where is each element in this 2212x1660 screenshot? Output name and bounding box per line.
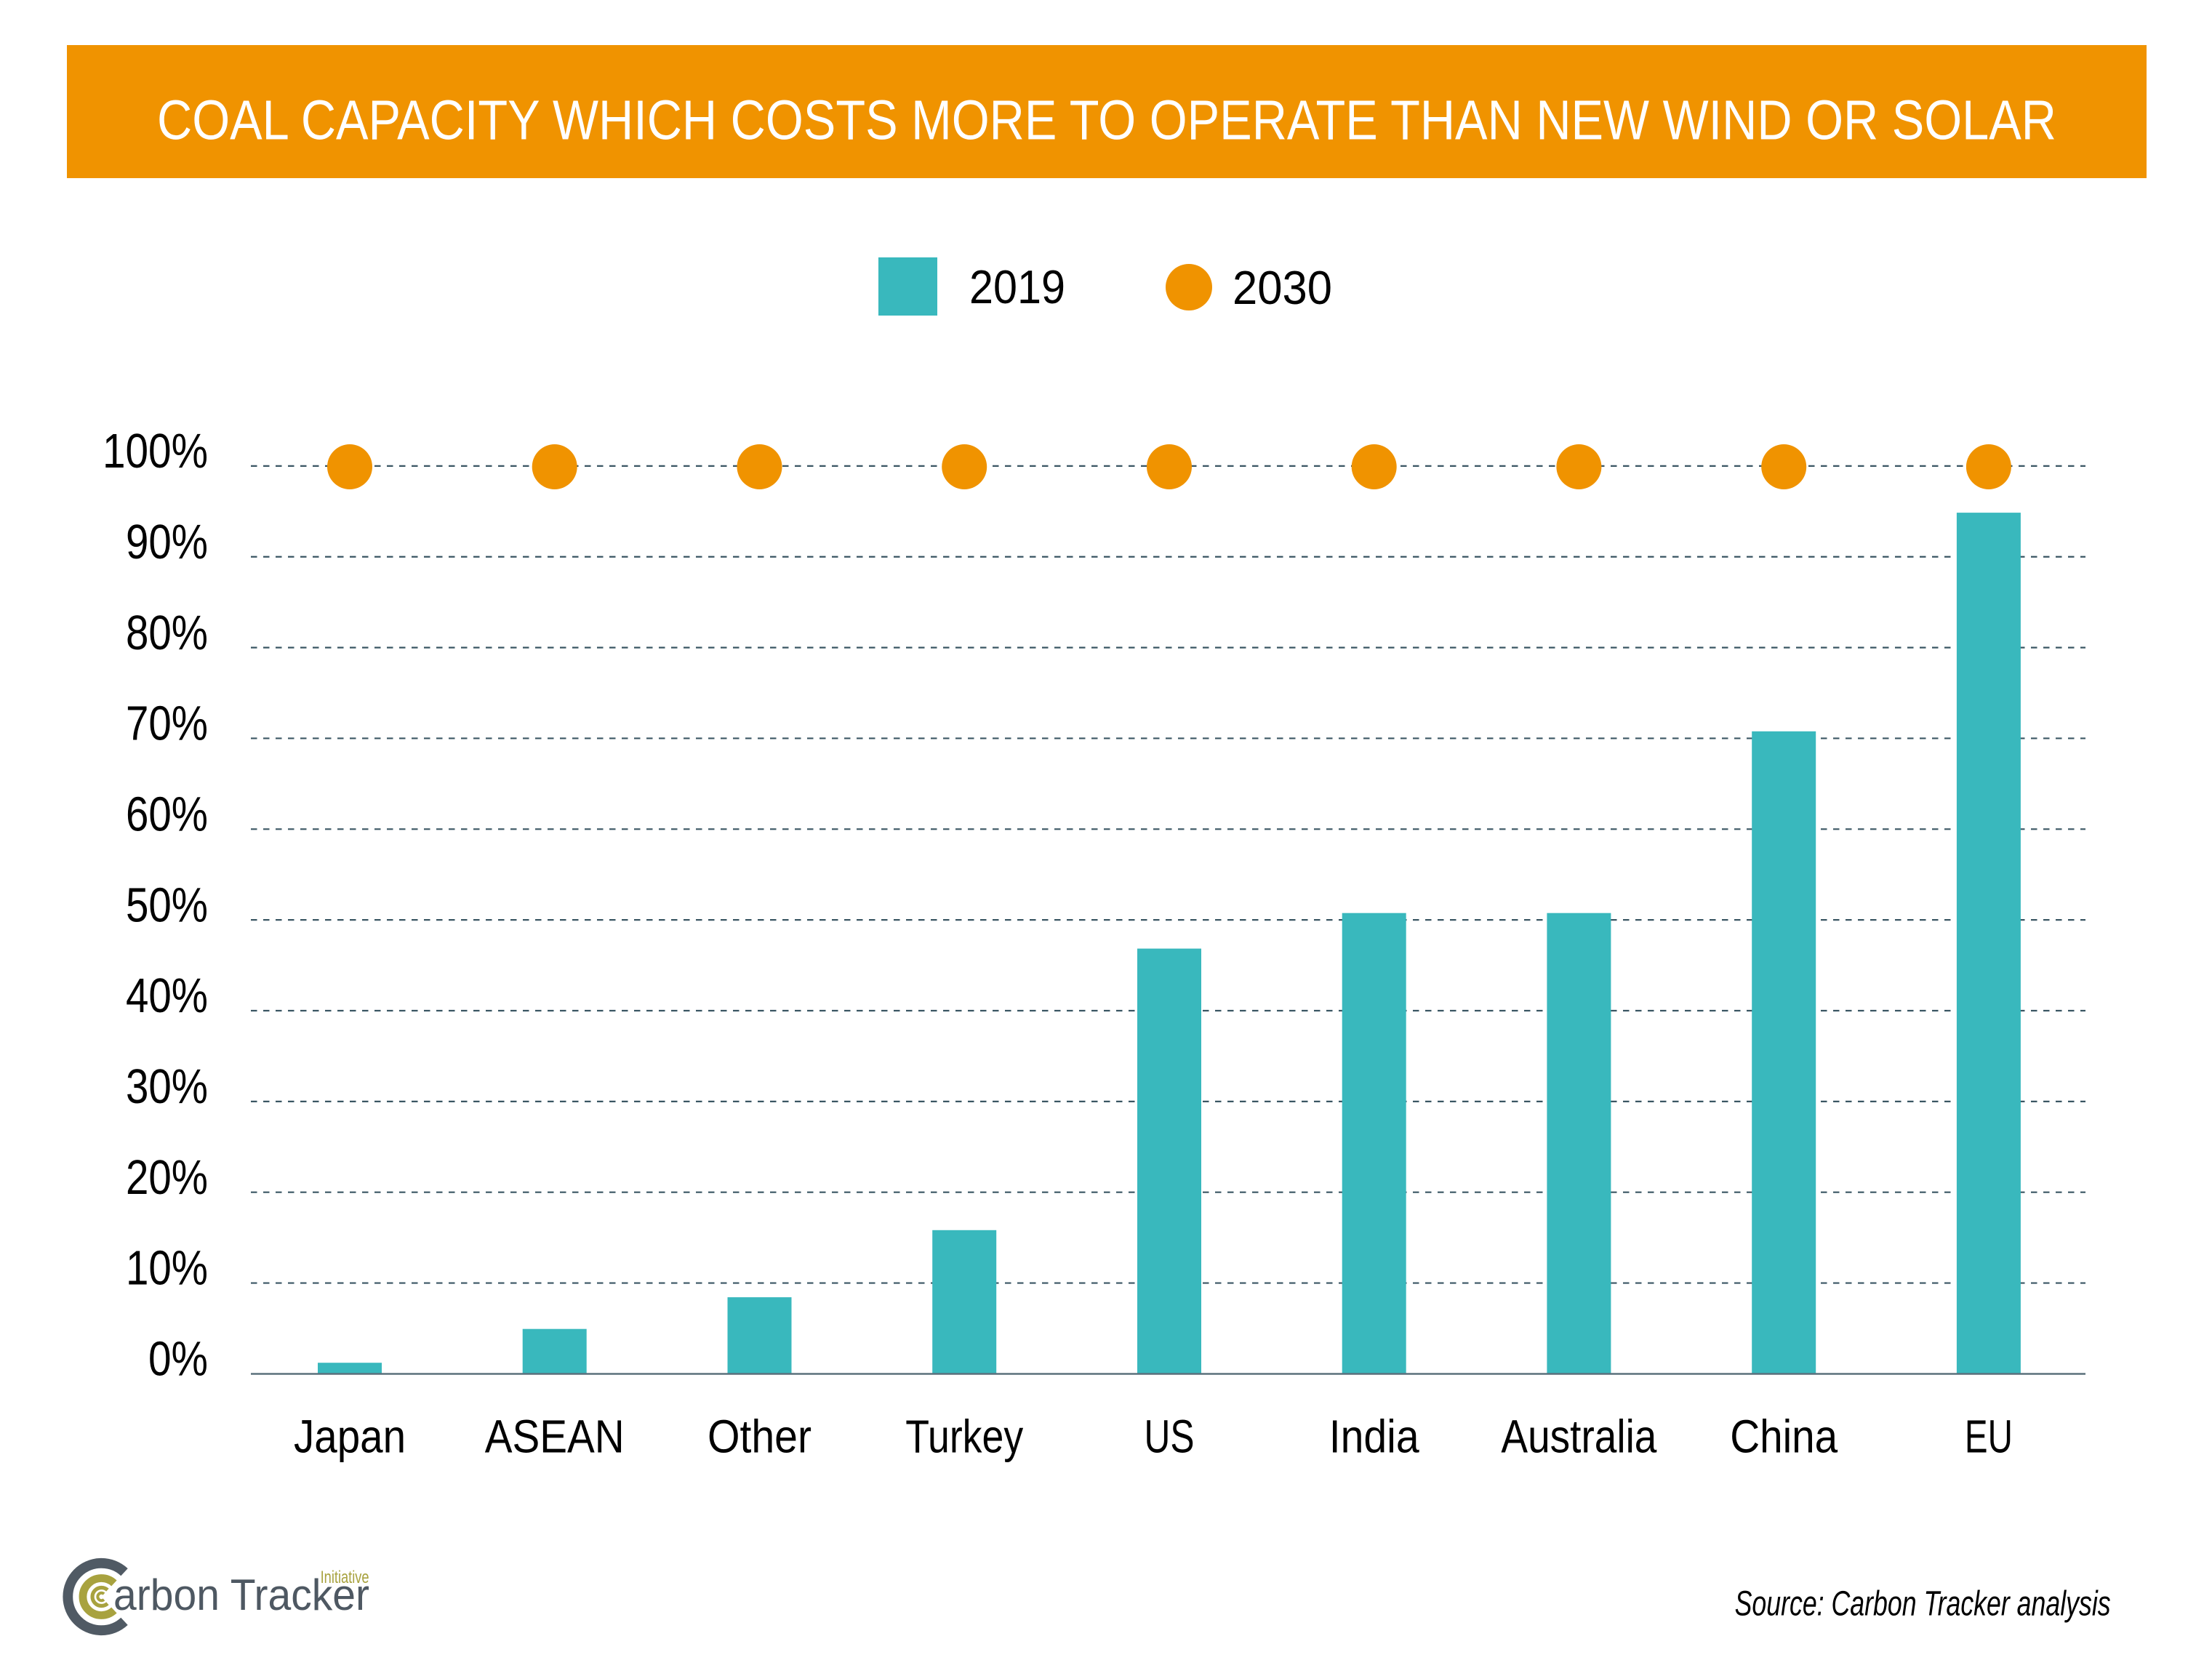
svg-text:50%: 50% <box>126 878 208 932</box>
svg-text:30%: 30% <box>126 1059 208 1114</box>
svg-text:60%: 60% <box>126 787 208 842</box>
svg-text:80%: 80% <box>126 606 208 660</box>
svg-text:90%: 90% <box>126 515 208 569</box>
svg-text:40%: 40% <box>126 969 208 1023</box>
svg-text:0%: 0% <box>148 1332 208 1387</box>
svg-text:Initiative: Initiative <box>321 1568 369 1587</box>
svg-text:10%: 10% <box>126 1241 208 1296</box>
svg-text:ASEAN: ASEAN <box>485 1411 625 1463</box>
svg-text:COAL CAPACITY WHICH COSTS MORE: COAL CAPACITY WHICH COSTS MORE TO OPERAT… <box>157 89 2056 152</box>
svg-text:Turkey: Turkey <box>905 1411 1023 1463</box>
svg-text:20%: 20% <box>126 1150 208 1205</box>
svg-text:Japan: Japan <box>294 1411 406 1463</box>
svg-text:100%: 100% <box>103 424 208 478</box>
svg-text:Other: Other <box>708 1411 812 1463</box>
svg-text:arbon Tracker: arbon Tracker <box>113 1571 369 1619</box>
svg-text:2030: 2030 <box>1233 261 1332 314</box>
svg-text:Source: Carbon Tracker analysi: Source: Carbon Tracker analysis <box>1735 1585 2111 1624</box>
svg-text:China: China <box>1730 1411 1838 1463</box>
svg-text:Australia: Australia <box>1501 1411 1656 1463</box>
svg-text:70%: 70% <box>126 697 208 751</box>
svg-text:US: US <box>1145 1411 1195 1463</box>
svg-text:2019: 2019 <box>969 260 1065 313</box>
svg-text:EU: EU <box>1965 1411 2013 1463</box>
svg-text:India: India <box>1329 1411 1419 1463</box>
